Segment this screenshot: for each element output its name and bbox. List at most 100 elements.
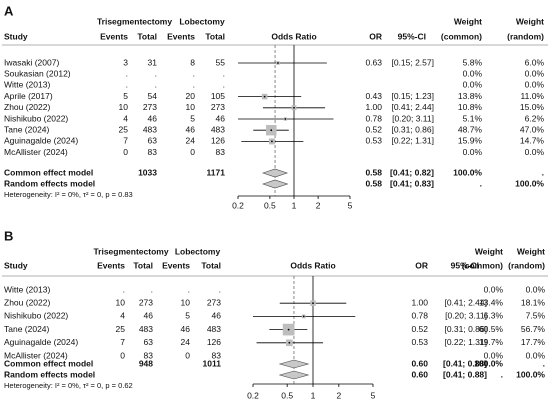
cell-or-text: 0.60: [411, 358, 428, 368]
cell-n2: .: [223, 68, 225, 78]
diamond: [262, 168, 289, 178]
cell-wr: 18.1%: [521, 297, 546, 307]
x-tick-label: 0.2: [247, 390, 259, 400]
cell-study: Soukasian (2012): [4, 68, 71, 78]
x-tick-label: 0.2: [232, 200, 244, 210]
cell-e2: 5: [185, 311, 190, 321]
cell-n1: 54: [148, 91, 158, 101]
x-tick-label: 5: [371, 390, 376, 400]
column-header: Events: [100, 31, 128, 41]
cell-or-text: 0.78: [365, 113, 382, 123]
cell-wc: 60.5%: [479, 324, 504, 334]
cell-e1: 0: [123, 147, 128, 157]
cell-or-text: 0.63: [365, 57, 382, 67]
cell-n2: .: [223, 80, 225, 90]
cell-n2: 46: [216, 113, 226, 123]
cell-n1: 483: [139, 324, 153, 334]
cell-e2: .: [193, 68, 195, 78]
cell-ci-text: [0.41; 2.44]: [391, 102, 434, 112]
cell-e1: 5: [123, 91, 128, 101]
cell-or-text: 0.58: [365, 178, 382, 188]
cell-wr: 6.0%: [525, 57, 545, 67]
cell-wc: 48.7%: [458, 124, 483, 134]
cell-n2: .: [219, 284, 221, 294]
cell-e1: 4: [123, 113, 128, 123]
cell-e2: 46: [181, 324, 191, 334]
cell-e2: .: [188, 284, 190, 294]
cell-study: Common effect model: [4, 358, 93, 368]
cell-e1: 10: [119, 102, 129, 112]
cell-wr: 0.0%: [525, 80, 545, 90]
cell-study: Random effects model: [4, 369, 95, 379]
cell-wc: .: [501, 369, 503, 379]
column-header: Lobectomy: [179, 16, 225, 26]
point-estimate: [284, 118, 287, 120]
column-header: Events: [167, 31, 195, 41]
cell-or-text: 0.78: [411, 311, 428, 321]
diamond: [278, 359, 310, 369]
cell-n2: 126: [211, 136, 225, 146]
column-header: Odds Ratio: [271, 31, 316, 41]
point-estimate: [287, 328, 290, 331]
study-estimate: [256, 339, 324, 347]
cell-wc: 100.0%: [453, 167, 482, 177]
cell-ci-text: [0.41; 0.88]: [443, 369, 487, 379]
cell-ci-text: [0.41; 0.83]: [390, 178, 434, 188]
cell-ci-text: [0.22; 1.31]: [444, 337, 487, 347]
cell-e2: .: [193, 80, 195, 90]
x-tick-label: 1: [311, 390, 316, 400]
cell-n2: 83: [216, 147, 226, 157]
cell-study: Aprile (2017): [4, 91, 53, 101]
cell-wr: 17.7%: [521, 337, 546, 347]
cell-n1: 273: [139, 297, 153, 307]
cell-wc: 19.7%: [479, 337, 504, 347]
cell-n1: .: [151, 284, 153, 294]
cell-e1: 3: [123, 57, 128, 67]
cell-study: Zhou (2022): [4, 102, 50, 112]
column-header: (random): [507, 31, 544, 41]
cell-wc: 15.9%: [458, 136, 483, 146]
cell-wc: 5.1%: [463, 113, 483, 123]
column-header: Weight: [517, 246, 545, 256]
column-header: Total: [205, 31, 225, 41]
column-header: Weight: [475, 246, 503, 256]
cell-or-text: 0.58: [365, 167, 382, 177]
cell-n1: 273: [143, 102, 157, 112]
cell-wc: 0.0%: [463, 80, 483, 90]
cell-e1: 25: [119, 124, 129, 134]
cell-n2: 105: [211, 91, 225, 101]
column-header: (common): [441, 31, 482, 41]
point-estimate: [271, 140, 273, 143]
cell-e1: 4: [120, 311, 125, 321]
cell-n1: 46: [148, 113, 158, 123]
study-estimate: [238, 93, 302, 100]
cell-n2: 483: [211, 124, 225, 134]
cell-wr: 100.0%: [516, 369, 545, 379]
column-header: Weight: [454, 16, 482, 26]
cell-wr: 0.0%: [525, 68, 545, 78]
panel-label: B: [4, 228, 13, 243]
diamond: [278, 370, 310, 380]
column-header: Total: [133, 260, 153, 270]
x-tick-label: 0.5: [281, 390, 293, 400]
cell-n1: 31: [148, 57, 158, 67]
cell-e2: 0: [185, 350, 190, 360]
column-header: Study: [4, 260, 28, 270]
cell-wr: 47.0%: [520, 124, 545, 134]
cell-wr: 56.7%: [521, 324, 546, 334]
column-header: Total: [201, 260, 221, 270]
study-estimate: [262, 105, 326, 111]
column-header: (random): [508, 260, 545, 270]
study-estimate: [253, 124, 289, 136]
cell-study: Aguinagalde (2024): [4, 337, 78, 347]
study-estimate: [238, 117, 334, 121]
cell-wc: 100.0%: [474, 358, 503, 368]
cell-e1: .: [126, 80, 128, 90]
x-tick-label: 1: [292, 200, 297, 210]
cell-study: Witte (2013): [4, 284, 50, 294]
column-header: OR: [369, 31, 382, 41]
cell-e1: 7: [120, 337, 125, 347]
cell-n1: 1033: [138, 167, 157, 177]
cell-wr: .: [542, 167, 544, 177]
